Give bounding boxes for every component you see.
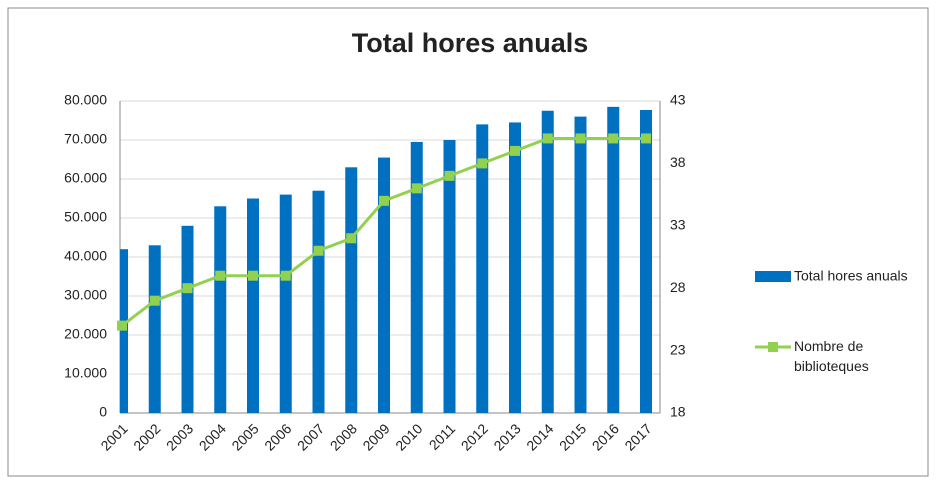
line-marker xyxy=(510,145,520,156)
y2-tick-label: 33 xyxy=(670,217,686,233)
line-marker xyxy=(575,133,586,144)
line-marker xyxy=(313,245,324,256)
legend-swatch xyxy=(755,271,791,282)
line-marker xyxy=(641,133,651,144)
y2-tick-label: 23 xyxy=(670,341,686,357)
bar xyxy=(410,141,423,413)
bar xyxy=(509,122,521,413)
bar xyxy=(574,116,587,413)
bar xyxy=(247,198,259,413)
bars xyxy=(120,106,652,413)
y-tick-label: 80.000 xyxy=(64,92,107,108)
y-tick-label: 30.000 xyxy=(64,287,107,303)
line-marker xyxy=(182,283,193,294)
legend-swatch xyxy=(768,342,778,352)
y-tick-label: 60.000 xyxy=(64,170,107,186)
bar xyxy=(443,140,456,413)
bar xyxy=(345,167,358,413)
line-marker xyxy=(280,270,291,281)
chart-title: Total hores anuals xyxy=(352,28,589,58)
bar xyxy=(378,157,390,413)
line-marker xyxy=(215,270,226,281)
bar xyxy=(541,110,554,413)
y-tick-label: 40.000 xyxy=(64,248,107,264)
bar xyxy=(607,106,620,413)
bar xyxy=(181,225,194,413)
y-tick-label: 50.000 xyxy=(64,209,107,225)
line-marker xyxy=(346,233,357,244)
y-tick-label: 20.000 xyxy=(64,326,107,342)
bar xyxy=(120,249,128,413)
y2-tick-label: 38 xyxy=(670,154,686,170)
bar xyxy=(148,245,161,413)
line-marker xyxy=(411,183,422,194)
y2-tick-label: 43 xyxy=(670,92,686,108)
bar xyxy=(312,190,325,413)
y-tick-label: 10.000 xyxy=(64,365,107,381)
legend-label: Nombre de biblioteques xyxy=(794,338,869,374)
line-marker xyxy=(444,170,455,181)
legend-label: Total hores anuals xyxy=(794,268,908,284)
bar xyxy=(279,194,292,413)
line-marker xyxy=(608,133,619,144)
line-marker xyxy=(379,195,389,206)
line-marker xyxy=(149,295,160,306)
bar xyxy=(476,124,489,413)
bar xyxy=(640,109,652,413)
y2-tick-label: 18 xyxy=(670,404,686,420)
y-tick-label: 0 xyxy=(99,404,107,420)
y-tick-label: 70.000 xyxy=(64,131,107,147)
bar xyxy=(214,206,227,413)
line-marker xyxy=(542,133,553,144)
line-marker xyxy=(248,270,258,281)
line-marker xyxy=(477,158,488,169)
y2-tick-label: 28 xyxy=(670,279,686,295)
line-marker xyxy=(117,320,127,331)
chart-border xyxy=(7,7,929,477)
